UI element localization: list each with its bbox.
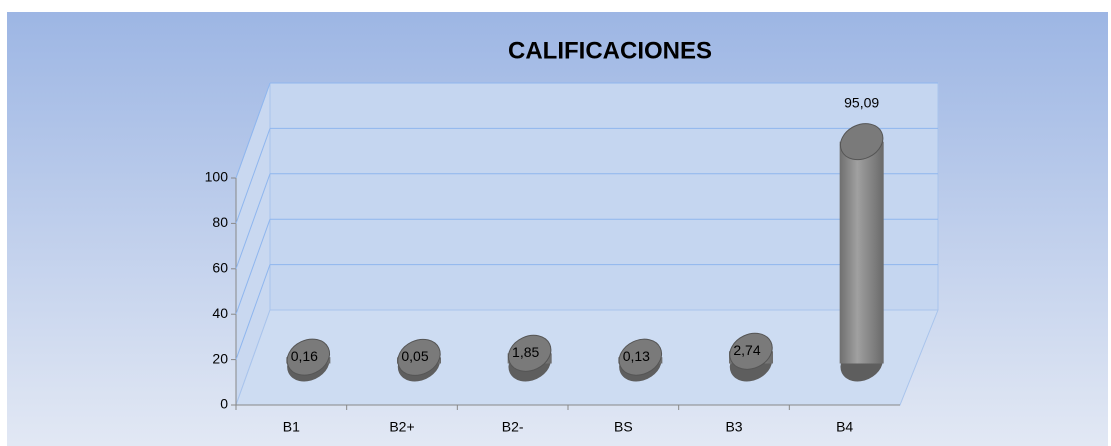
y-tick-label: 20 [212, 350, 228, 366]
bar-top [618, 338, 663, 376]
y-tick-label: 100 [205, 169, 229, 185]
grid-line [235, 128, 271, 224]
floor [235, 309, 939, 406]
x-tick-label: B3 [725, 419, 742, 435]
back-wall [269, 82, 939, 311]
grid-line [235, 82, 271, 179]
bar-body [839, 141, 884, 364]
bar [839, 123, 884, 382]
value-label: 2,74 [733, 342, 760, 358]
grid-line [235, 173, 271, 269]
x-tick-label: BS [614, 419, 633, 435]
bar-top [286, 338, 331, 376]
x-tick-label: B2- [502, 419, 524, 435]
y-tick-label: 40 [212, 305, 228, 321]
value-label: 1,85 [512, 344, 539, 360]
bar [286, 338, 331, 382]
bar-top [839, 123, 884, 161]
bar-top [397, 338, 441, 376]
value-label: 0,13 [623, 348, 650, 364]
y-tick-label: 80 [212, 214, 228, 230]
x-tick-label: B4 [836, 419, 853, 435]
value-label: 0,05 [401, 348, 428, 364]
chart-title: CALIFICACIONES [508, 37, 712, 64]
x-tick-label: B1 [283, 419, 300, 435]
value-label: 0,16 [291, 348, 318, 364]
grid-line [235, 219, 271, 315]
bar [507, 334, 552, 382]
x-tick-label: B2+ [389, 419, 414, 435]
bar-top [507, 334, 552, 372]
bar [397, 338, 441, 382]
y-tick-label: 60 [212, 260, 228, 276]
value-label: 95,09 [844, 94, 879, 110]
bar [729, 332, 773, 382]
grid-line [235, 264, 271, 360]
bar-top [729, 332, 773, 370]
y-tick-label: 0 [220, 396, 228, 412]
bar [618, 338, 663, 382]
